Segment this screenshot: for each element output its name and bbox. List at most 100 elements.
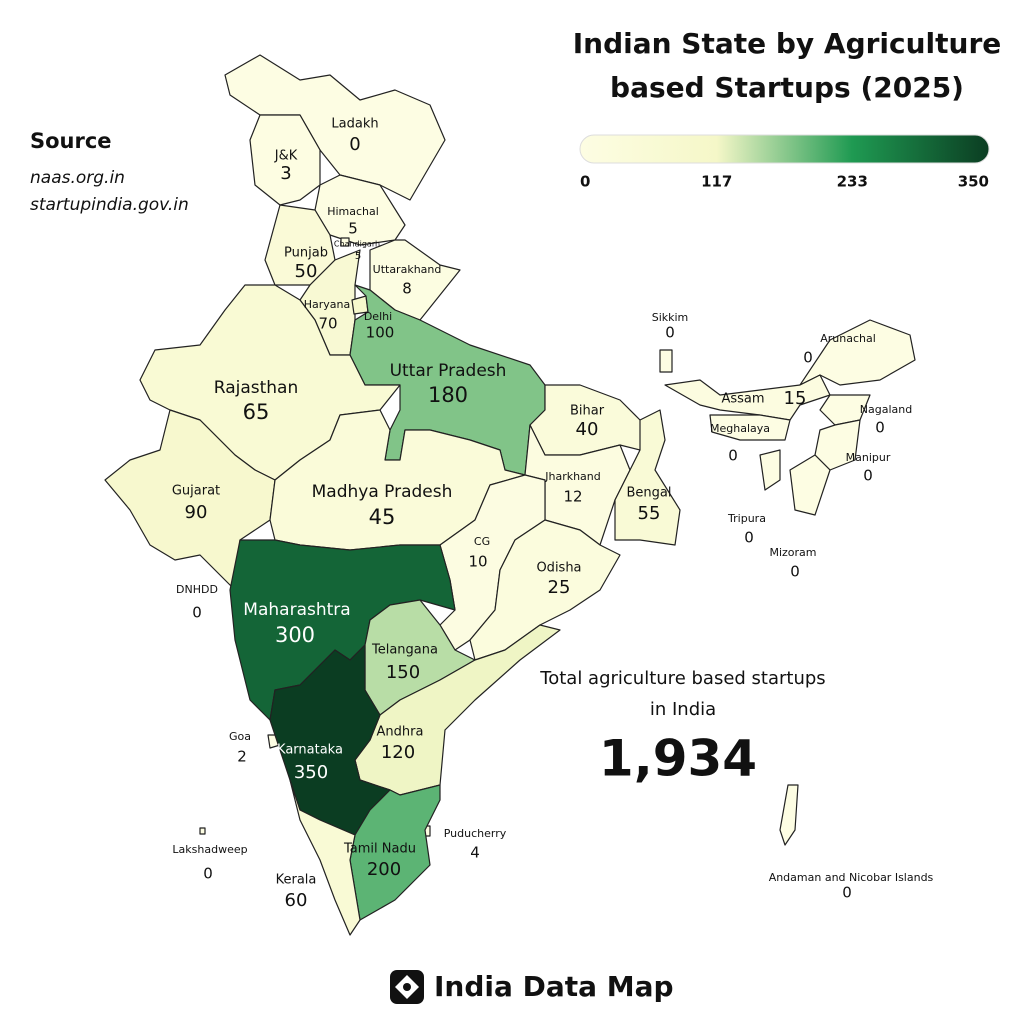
legend-tick-label: 0: [580, 173, 590, 191]
state-value: 5: [348, 220, 358, 238]
state-value: 8: [402, 280, 412, 298]
state-name: Uttar Pradesh: [390, 361, 507, 381]
state-value: 150: [386, 662, 420, 683]
state-value: 12: [563, 488, 582, 506]
state-value: 0: [349, 134, 360, 155]
state-value: 180: [428, 383, 468, 407]
state-value: 4: [470, 844, 480, 862]
state-name: Ladakh: [331, 117, 378, 132]
state-name: Karnataka: [277, 743, 343, 758]
state-value: 0: [803, 349, 813, 367]
state-shape: [249, 114, 321, 206]
state-name: Punjab: [284, 246, 328, 261]
state-name: CG: [474, 535, 490, 548]
title: based Startups (2025): [610, 71, 964, 104]
legend-tick-label: 233: [837, 173, 868, 191]
state-name: Tripura: [727, 512, 766, 525]
state-value: 40: [576, 419, 599, 440]
legend-bar: [579, 134, 990, 164]
state-name: Delhi: [364, 310, 392, 323]
state-value: 0: [790, 563, 800, 581]
state-value: 5: [355, 251, 361, 262]
state-name: Chandigarh: [334, 240, 380, 249]
state-name: Assam: [721, 392, 764, 407]
state-shape: [799, 319, 916, 386]
state-shape: [709, 414, 791, 441]
legend-tick-label: 117: [701, 173, 732, 191]
state-name: J&K: [274, 149, 298, 164]
legend-ticks: 0 117 233 350: [580, 173, 989, 191]
footer-brand: India Data Map: [434, 970, 674, 1003]
state-name: Haryana: [304, 298, 351, 311]
state-shape: [614, 409, 681, 546]
state-value: 55: [638, 503, 661, 524]
state-value: 60: [285, 890, 308, 911]
legend-tick-label: 350: [958, 173, 989, 191]
state-shape: [659, 349, 673, 373]
state-value: 65: [243, 400, 270, 424]
state-name: Nagaland: [860, 403, 912, 416]
state-name: Maharashtra: [243, 600, 350, 620]
state-shapes: [104, 54, 916, 936]
state-shape: [759, 449, 781, 491]
state-shape: [104, 409, 276, 591]
state-shape: [529, 384, 661, 456]
total-value: 1,934: [599, 730, 757, 788]
state-value: 25: [548, 577, 571, 598]
source-heading: Source: [30, 129, 112, 153]
state-value: 0: [842, 884, 852, 902]
state-name: Tamil Nadu: [343, 842, 416, 857]
total-label: Total agriculture based startups: [539, 668, 825, 689]
state-shape: [289, 779, 361, 936]
state-value: 0: [203, 865, 213, 883]
state-name: Manipur: [846, 451, 891, 464]
source-line: naas.org.in: [30, 168, 125, 188]
logo: [390, 970, 424, 1004]
state-value: 0: [863, 467, 873, 485]
state-name: Bengal: [627, 486, 672, 501]
state-value: 0: [728, 447, 738, 465]
state-value: 45: [369, 505, 396, 529]
state-value: 0: [875, 419, 885, 437]
state-value: 200: [367, 859, 401, 880]
state-name: Himachal: [327, 205, 379, 218]
state-value: 90: [185, 502, 208, 523]
title: Indian State by Agriculture: [573, 27, 1002, 60]
state-value: 120: [381, 742, 415, 763]
state-name: DNHDD: [176, 583, 218, 596]
state-value: 3: [280, 163, 291, 184]
state-value: 100: [366, 324, 395, 342]
state-value: 350: [294, 762, 328, 783]
state-value: 0: [744, 529, 754, 547]
state-value: 2: [237, 748, 247, 766]
state-shape: [789, 454, 831, 516]
state-value: 0: [665, 324, 675, 342]
state-name: Mizoram: [769, 546, 816, 559]
state-shape: [779, 784, 799, 846]
state-name: Rajasthan: [214, 378, 299, 398]
state-name: Andhra: [377, 725, 424, 740]
state-name: Lakshadweep: [172, 843, 247, 856]
state-value: 0: [192, 604, 202, 622]
state-name: Kerala: [276, 873, 317, 888]
state-name: Andaman and Nicobar Islands: [769, 871, 934, 884]
state-name: Goa: [229, 730, 251, 743]
state-shape: [199, 827, 206, 835]
state-value: 50: [295, 261, 318, 282]
state-value: 300: [275, 623, 315, 647]
state-name: Gujarat: [172, 484, 220, 499]
state-name: Madhya Pradesh: [312, 482, 453, 502]
state-name: Odisha: [536, 561, 581, 576]
state-name: Puducherry: [444, 827, 507, 840]
state-name: Telangana: [371, 643, 438, 658]
state-name: Jharkhand: [544, 470, 601, 483]
state-value: 15: [784, 388, 807, 409]
state-name: Sikkim: [652, 311, 689, 324]
state-name: Arunachal: [820, 332, 876, 345]
source-line: startupindia.gov.in: [30, 195, 189, 215]
state-shape: [340, 237, 350, 247]
state-value: 70: [318, 315, 337, 333]
